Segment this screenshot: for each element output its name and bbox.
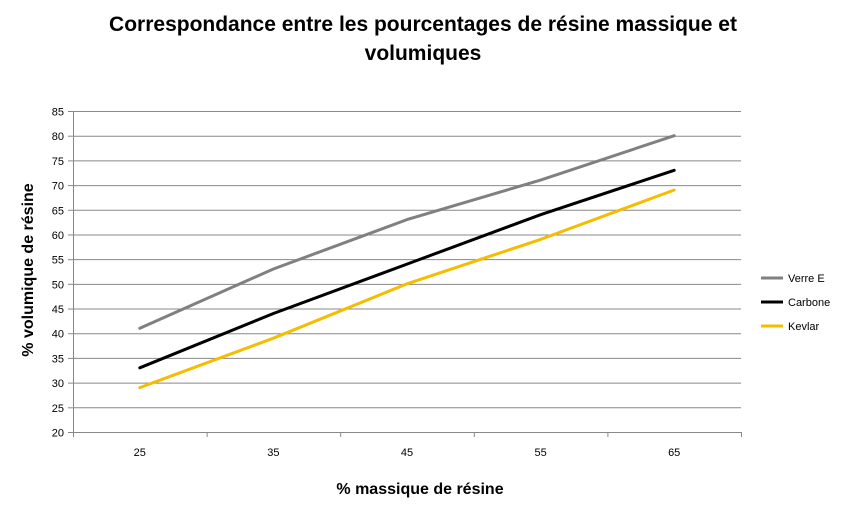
y-axis-title: % volumique de résine [20,183,37,356]
x-tick-label: 25 [134,447,146,459]
legend-label-kevlar: Kevlar [788,321,820,333]
chart-title-line-1: Correspondance entre les pourcentages de… [109,13,737,36]
x-tick-label: 45 [401,447,413,459]
y-tick-label: 20 [52,428,64,440]
y-tick-label: 65 [52,205,64,217]
y-tick-label: 70 [52,181,64,193]
y-tick-label: 45 [52,304,64,316]
legend-label-verre-e: Verre E [788,273,825,285]
series-line-carbone [138,168,676,370]
legend-label-carbone: Carbone [788,297,830,309]
y-tick-label: 50 [52,279,64,291]
gridlines [73,111,741,409]
y-tick-label: 85 [52,107,64,119]
y-tick-label: 75 [52,156,64,168]
axes [68,111,742,437]
y-tick-label: 25 [52,403,64,415]
x-tick-label: 35 [267,447,279,459]
x-tick-label: 55 [534,447,546,459]
y-tick-label: 30 [52,378,64,390]
legend: Verre E Carbone Kevlar [761,273,830,333]
x-tick-label: 65 [668,447,680,459]
series-line-kevlar [138,188,676,390]
series-line-verre-e [138,134,676,330]
y-tick-label: 55 [52,255,64,267]
y-tick-label: 80 [52,131,64,143]
y-tick-label: 35 [52,353,64,365]
y-tick-label: 40 [52,329,64,341]
y-tick-label: 60 [52,230,64,242]
series-lines [138,134,676,390]
chart-title-line-2: volumiques [365,42,482,65]
x-axis-title: % massique de résine [336,481,503,498]
tick-labels: 20 25 30 35 40 45 50 55 60 65 70 75 80 85 25 35 45 55 65 [52,107,681,460]
